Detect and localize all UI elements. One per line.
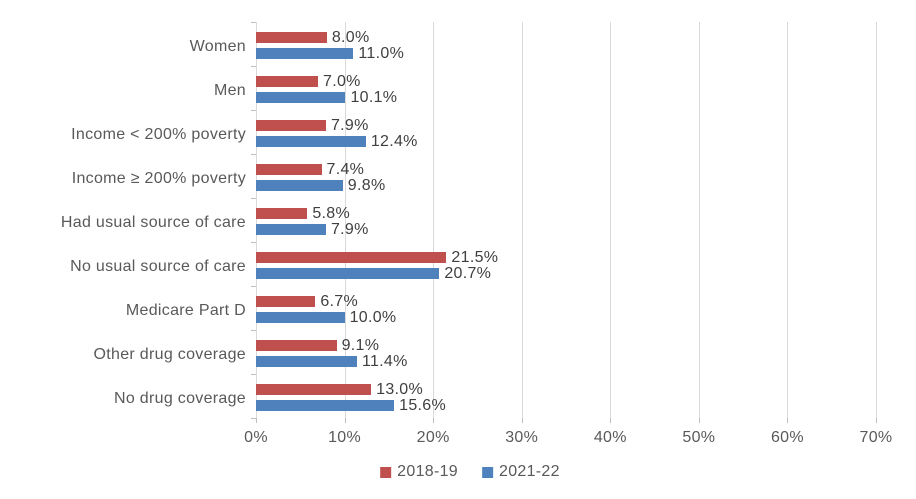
x-axis-tick-label: 30% — [505, 429, 539, 446]
bar-2018-19 — [256, 120, 326, 131]
x-axis-tick — [521, 418, 523, 423]
y-axis-line — [256, 22, 257, 418]
bar-2018-19 — [256, 252, 447, 263]
x-axis-tick-label: 0% — [244, 429, 268, 446]
category-label: Medicare Part D — [125, 302, 246, 319]
data-label: 8.0% — [331, 29, 370, 46]
y-axis-tick — [251, 418, 256, 419]
x-axis-tick — [344, 418, 346, 423]
y-axis-tick — [251, 154, 256, 155]
bar-2021-22 — [256, 400, 395, 411]
legend-swatch-2018-19 — [380, 466, 392, 478]
data-label: 12.4% — [370, 133, 418, 150]
x-axis-tick-label: 10% — [328, 429, 362, 446]
x-axis-tick-label: 40% — [593, 429, 627, 446]
x-axis-tick-label: 20% — [416, 429, 450, 446]
gridline — [876, 22, 877, 418]
bar-2018-19 — [256, 76, 318, 87]
y-axis-tick — [251, 110, 256, 111]
x-axis-tick-label: 70% — [859, 429, 893, 446]
gridline — [698, 22, 700, 418]
y-axis-tick — [251, 374, 256, 375]
y-axis-tick — [251, 66, 256, 67]
x-axis-tick — [787, 418, 789, 423]
legend-item-2021-22: 2021-22 — [482, 463, 560, 481]
data-label: 21.5% — [451, 249, 499, 266]
data-label: 7.4% — [326, 161, 365, 178]
bar-2018-19 — [256, 208, 308, 219]
bar-2018-19 — [256, 164, 322, 175]
bar-2021-22 — [256, 268, 440, 279]
category-label: Income < 200% poverty — [71, 126, 246, 143]
category-label: No drug coverage — [114, 390, 246, 407]
bar-2021-22 — [256, 48, 354, 59]
x-axis-tick — [610, 418, 612, 423]
x-axis-tick-label: 60% — [770, 429, 804, 446]
gridline — [787, 22, 789, 418]
data-label: 7.9% — [330, 221, 369, 238]
data-label: 11.4% — [361, 353, 408, 370]
x-axis-tick-label: 50% — [682, 429, 716, 446]
category-label: Had usual source of care — [60, 214, 246, 231]
y-axis-tick — [251, 286, 256, 287]
data-label: 15.6% — [399, 397, 447, 414]
data-label: 13.0% — [376, 381, 424, 398]
data-label: 6.7% — [320, 293, 358, 310]
bar-2021-22 — [256, 180, 343, 191]
bar-2018-19 — [256, 384, 372, 395]
legend-item-2018-19: 2018-19 — [380, 463, 458, 481]
data-label: 10.0% — [349, 309, 397, 326]
data-label: 7.0% — [323, 73, 361, 90]
data-label: 10.1% — [350, 89, 398, 106]
legend-label: 2021-22 — [499, 463, 560, 480]
y-axis-tick — [251, 22, 256, 23]
legend-label: 2018-19 — [397, 463, 458, 480]
y-axis-tick — [251, 330, 256, 331]
category-label: Income ≥ 200% poverty — [71, 170, 246, 187]
legend: 2018-19 2021-22 — [380, 463, 560, 481]
data-label: 11.0% — [358, 45, 405, 62]
bar-2018-19 — [256, 296, 316, 307]
x-axis-tick — [698, 418, 700, 423]
bar-2021-22 — [256, 136, 366, 147]
bar-2021-22 — [256, 92, 346, 103]
bar-2021-22 — [256, 356, 357, 367]
gridline — [433, 22, 435, 418]
x-axis-tick — [433, 418, 435, 423]
data-label: 9.8% — [347, 177, 386, 194]
legend-swatch-2021-22 — [482, 466, 493, 478]
gridline — [344, 22, 346, 418]
category-label: No usual source of care — [70, 258, 246, 275]
category-label: Other drug coverage — [93, 346, 246, 363]
gridline — [610, 22, 612, 418]
category-label: Women — [189, 38, 246, 55]
x-axis-tick — [256, 418, 257, 423]
x-axis-tick — [876, 418, 877, 423]
bar-2018-19 — [256, 32, 327, 43]
bar-2018-19 — [256, 340, 337, 351]
data-label: 5.8% — [312, 205, 351, 222]
data-label: 9.1% — [341, 337, 380, 354]
bar-2021-22 — [256, 224, 326, 235]
bar-2021-22 — [256, 312, 345, 323]
data-label: 7.9% — [330, 117, 369, 134]
y-axis-tick — [251, 198, 256, 199]
data-label: 20.7% — [444, 265, 492, 282]
gridline — [521, 22, 523, 418]
category-label: Men — [213, 82, 246, 99]
y-axis-tick — [251, 242, 256, 243]
